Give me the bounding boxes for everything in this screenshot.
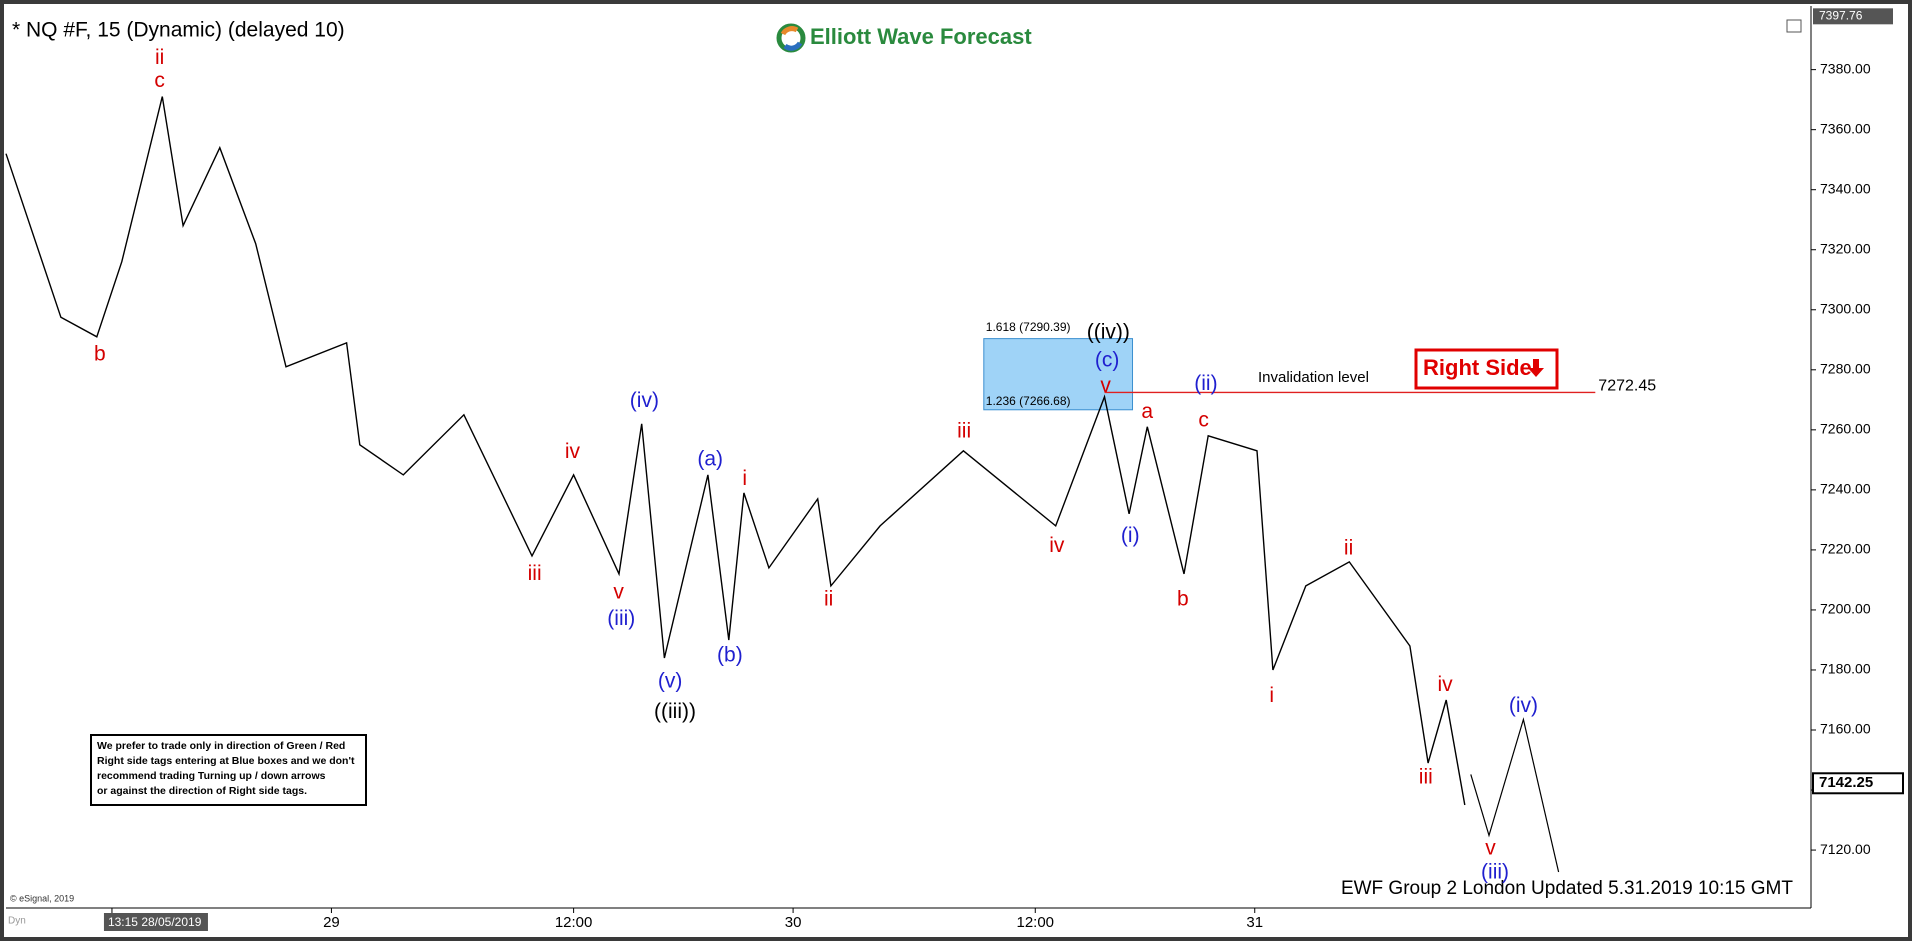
x-tick-label: 30 [785,914,802,931]
wave-label: iii [957,419,971,442]
wave-label: ii [155,46,164,69]
wave-label: b [94,342,106,365]
wave-label: b [1177,588,1189,611]
invalidation-value: 7272.45 [1598,378,1656,395]
disclaimer-box [90,734,367,806]
wave-label: iii [528,562,542,585]
disclaimer-line: recommend trading Turning up / down arro… [97,770,326,782]
copyright: © eSignal, 2019 [10,893,74,903]
wave-label: a [1141,400,1153,423]
wave-label: c [154,69,165,92]
y-tick-label: 7200.00 [1820,601,1871,617]
logo-icon-arc [780,26,799,36]
x-tick-label: 31 [1246,914,1263,931]
wave-label: iv [1437,673,1453,696]
projection-line [1470,717,1560,873]
right-side-tag: Right Side [1414,348,1559,390]
y-tick-label: 7180.00 [1820,661,1871,677]
y-tick-label: 7320.00 [1820,240,1871,256]
x-tick-label: 12:00 [555,914,593,931]
x-tick-label: 13:15 28/05/2019 [108,915,202,929]
wave-label: (iii) [607,607,635,630]
wave-label: v [1485,836,1496,859]
wave-label: (a) [697,447,723,470]
wave-label: (c) [1095,349,1120,372]
y-tick-label: 7280.00 [1820,361,1871,377]
y-tick-label: 7260.00 [1820,421,1871,437]
window-icon [1786,19,1802,33]
box-top-label: 1.618 (7290.39) [986,320,1071,334]
y-tick-label: 7340.00 [1820,180,1871,196]
wave-label: i [742,467,747,490]
y-tick-label: 7360.00 [1820,120,1871,136]
wave-label: (ii) [1194,372,1217,395]
wave-label: (b) [717,644,743,667]
wave-label: (i) [1121,524,1140,547]
logo-icon-arc [783,41,803,51]
wave-label: (iii) [1481,861,1509,884]
wave-label: i [1269,684,1274,707]
target-box [983,338,1134,411]
top-price-box [1813,8,1893,25]
down-arrow [1528,359,1544,377]
disclaimer-line: or against the direction of Right side t… [97,785,307,797]
footer: EWF Group 2 London Updated 5.31.2019 10:… [1341,878,1793,899]
y-tick-label: 7120.00 [1820,841,1871,857]
last-price-label: 7142.25 [1819,774,1873,791]
disclaimer-line: Right side tags entering at Blue boxes a… [97,755,355,767]
y-tick-label: 7160.00 [1820,721,1871,737]
y-tick-label: 7380.00 [1820,60,1871,76]
logo-text: Elliott Wave Forecast [810,24,1032,49]
wave-label: v [613,580,624,603]
top-price-label: 7397.76 [1819,8,1863,22]
wave-label: ii [1344,537,1353,560]
wave-label: ((iv)) [1087,321,1130,344]
x-tick-label-box [103,913,208,931]
x-tick-label: 29 [323,914,340,931]
x-tick-label: 12:00 [1016,914,1054,931]
mode-label: Dyn [8,916,26,927]
wave-label: (iv) [630,389,659,412]
wave-label: iv [565,440,581,463]
logo: Elliott Wave Forecast [776,23,1032,53]
box-bottom-label: 1.236 (7266.68) [986,394,1071,408]
disclaimer-line: We prefer to trade only in direction of … [97,740,345,752]
wave-label: iii [1419,766,1433,789]
invalidation-label: Invalidation level [1258,369,1369,386]
last-price-box [1812,772,1904,795]
wave-label: v [1100,374,1111,397]
wave-label: c [1198,408,1209,431]
wave-label: ii [824,588,833,611]
disclaimer: We prefer to trade only in direction of … [90,734,367,806]
tag-text: Right Side [1423,355,1532,380]
wave-label: (v) [658,670,683,693]
y-tick-label: 7240.00 [1820,481,1871,497]
y-tick-label: 7300.00 [1820,300,1871,316]
chart-title: * NQ #F, 15 (Dynamic) (delayed 10) [12,19,345,42]
wave-label: ((iii)) [654,700,696,723]
wave-label: (iv) [1509,694,1538,717]
y-tick-label: 7220.00 [1820,541,1871,557]
wave-label: iv [1049,534,1065,557]
price-line [5,96,1466,806]
